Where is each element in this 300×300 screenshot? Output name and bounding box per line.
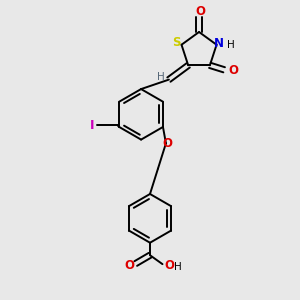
Text: O: O <box>228 64 238 77</box>
Text: O: O <box>162 137 172 150</box>
Text: H: H <box>227 40 235 50</box>
Text: O: O <box>124 260 134 272</box>
Text: N: N <box>214 37 224 50</box>
Text: H: H <box>174 262 182 272</box>
Text: O: O <box>164 260 174 272</box>
Text: I: I <box>90 119 95 132</box>
Text: O: O <box>196 5 206 18</box>
Text: S: S <box>172 36 180 49</box>
Text: H: H <box>157 72 164 82</box>
